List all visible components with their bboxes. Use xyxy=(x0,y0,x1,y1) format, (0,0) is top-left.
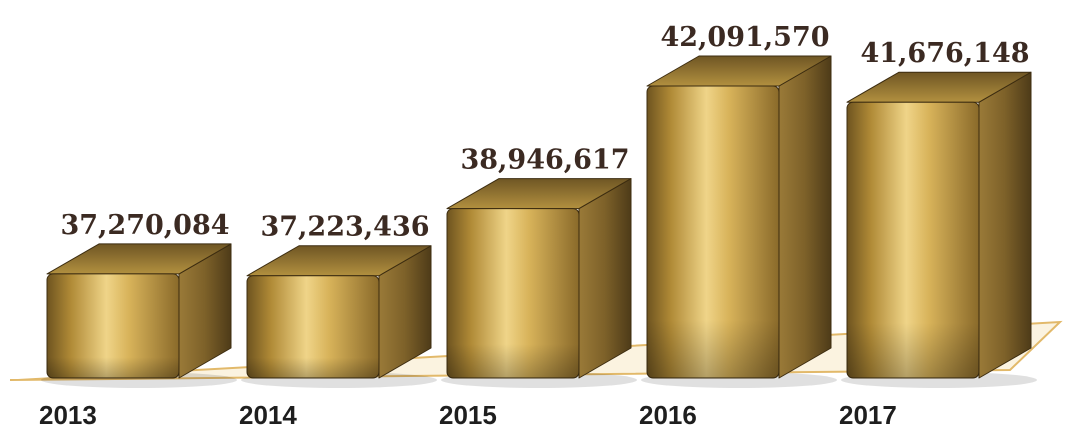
bar-2015 xyxy=(441,178,637,388)
bar-front-shade xyxy=(647,86,779,378)
category-label-2013: 2013 xyxy=(39,400,97,430)
bar-2014 xyxy=(241,245,437,388)
value-label-2013: 37,270,084 xyxy=(60,210,229,241)
bar-front-shade xyxy=(847,102,979,379)
category-label-2015: 2015 xyxy=(439,400,497,430)
category-label-2014: 2014 xyxy=(239,400,297,430)
value-labels-group: 37,270,084 37,223,436 38,946,617 42,091,570… xyxy=(60,22,1029,243)
value-label-2016: 42,091,570 xyxy=(660,22,829,53)
bar-side-face xyxy=(978,71,1032,379)
value-label-2017: 41,676,148 xyxy=(860,38,1029,69)
category-label-2017: 2017 xyxy=(839,400,897,430)
bar-front-shade xyxy=(247,275,379,378)
bar-2013 xyxy=(41,243,237,388)
bar-2016 xyxy=(641,55,837,388)
bar-side-face xyxy=(778,55,832,379)
category-labels-group: 2013 2014 2015 2016 2017 xyxy=(39,400,897,430)
bars-group xyxy=(41,55,1037,388)
bar-2017 xyxy=(841,71,1037,388)
value-label-2014: 37,223,436 xyxy=(260,212,429,243)
category-label-2016: 2016 xyxy=(639,400,697,430)
bar-side-face xyxy=(578,178,632,379)
value-label-2015: 38,946,617 xyxy=(460,145,629,176)
bar-front-shade xyxy=(47,273,179,378)
bar-front-shade xyxy=(447,208,579,378)
